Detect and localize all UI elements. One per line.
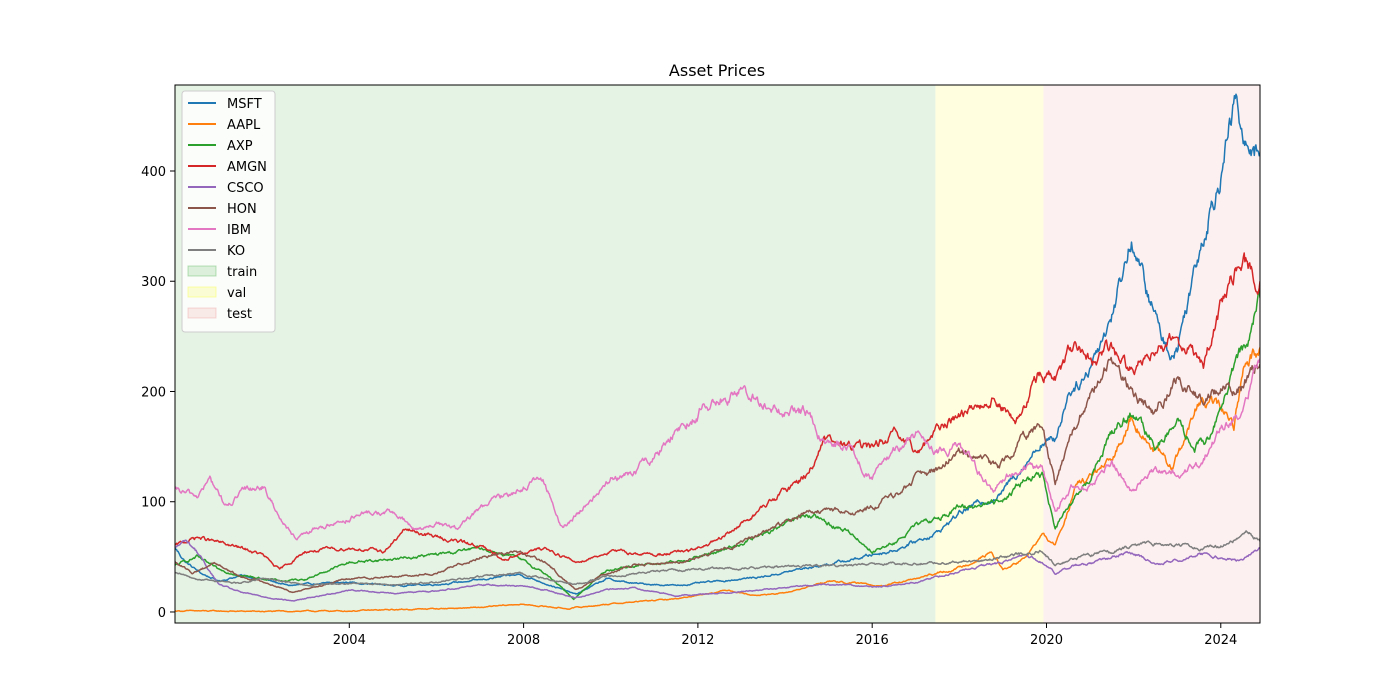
legend-label-train: train	[227, 265, 257, 280]
legend-box	[181, 90, 276, 333]
x-tick-label: 2012	[681, 633, 714, 648]
legend-label-ibm: IBM	[227, 223, 251, 238]
legend-label-csco: CSCO	[227, 181, 264, 196]
legend: MSFT AAPL AXP AMGN CSCO HON IBM KO train val test	[181, 90, 276, 333]
series-line-aapl	[175, 347, 1260, 613]
legend-swatch-test	[187, 307, 217, 319]
x-tick-label: 2024	[1204, 633, 1237, 648]
series-line-csco	[175, 539, 1260, 602]
legend-swatch-train	[187, 265, 217, 277]
legend-label-aapl: AAPL	[227, 118, 261, 133]
legend-label-hon: HON	[227, 202, 257, 217]
x-tick-label: 2020	[1030, 633, 1063, 648]
series-line-ibm	[175, 358, 1260, 541]
x-tick-label: 2008	[507, 633, 540, 648]
region-train	[175, 85, 936, 623]
x-tick-label: 2004	[333, 633, 366, 648]
series-line-hon	[175, 356, 1260, 594]
legend-swatch-val	[187, 286, 217, 298]
x-tick-label: 2016	[856, 633, 889, 648]
series-line-amgn	[175, 252, 1260, 570]
y-axis: 0 100 200 300 400	[141, 165, 175, 621]
y-tick-label: 100	[141, 496, 166, 511]
legend-label-amgn: AMGN	[227, 160, 267, 175]
legend-label-val: val	[227, 286, 246, 301]
plot-frame	[174, 84, 1261, 624]
y-tick-label: 200	[141, 385, 166, 400]
legend-label-ko: KO	[227, 244, 245, 259]
x-axis: 2004 2008 2012 2016 2020 2024	[333, 623, 1237, 648]
region-val	[935, 85, 1044, 623]
period-regions	[175, 85, 1260, 623]
y-tick-label: 400	[141, 165, 166, 180]
legend-label-msft: MSFT	[227, 97, 262, 112]
legend-label-test: test	[227, 307, 252, 322]
y-tick-label: 0	[158, 606, 166, 621]
y-tick-label: 300	[141, 275, 166, 290]
series-line-ko	[175, 530, 1260, 587]
chart-title: Asset Prices	[669, 61, 765, 80]
series-line-axp	[175, 289, 1260, 601]
series-lines	[175, 93, 1260, 613]
legend-label-axp: AXP	[227, 139, 253, 154]
